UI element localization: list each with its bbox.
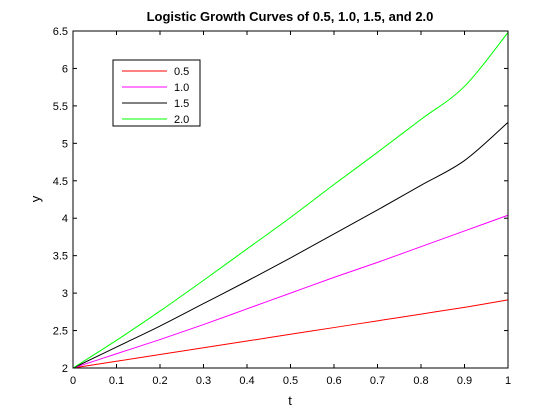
x-tick-label: 0.6	[326, 375, 341, 387]
chart-title: Logistic Growth Curves of 0.5, 1.0, 1.5,…	[147, 9, 434, 24]
legend-label: 2.0	[174, 114, 189, 126]
y-tick-label: 2.5	[53, 326, 68, 338]
x-tick-label: 0.1	[109, 375, 124, 387]
y-tick-label: 3	[62, 288, 68, 300]
y-tick-label: 6.5	[53, 26, 68, 38]
y-tick-label: 2	[62, 363, 68, 375]
legend-label: 0.5	[174, 66, 189, 78]
y-tick-label: 6	[62, 63, 68, 75]
x-axis-label: t	[288, 393, 292, 408]
series-line-1	[72, 214, 509, 369]
y-axis-label: y	[28, 195, 43, 202]
y-tick-label: 5.5	[53, 101, 68, 113]
x-tick-label: 0.7	[370, 375, 385, 387]
y-tick-label: 3.5	[53, 251, 68, 263]
x-tick-label: 0.3	[196, 375, 211, 387]
x-tick-label: 0.5	[283, 375, 298, 387]
series-line-2	[72, 121, 509, 369]
legend: 0.5 1.0 1.5 2.0	[112, 59, 201, 127]
y-axis: 2 2.5 3 3.5 4 4.5 5 5.5 6 6.5	[53, 26, 508, 375]
x-tick-label: 1	[505, 375, 511, 387]
x-tick-label: 0	[70, 375, 76, 387]
y-tick-label: 5	[62, 138, 68, 150]
series-line-3	[72, 32, 509, 369]
plot-lines	[72, 32, 509, 369]
x-tick-label: 0.9	[457, 375, 472, 387]
y-tick-label: 4	[62, 213, 68, 225]
series-line-0	[72, 299, 509, 369]
x-tick-label: 0.2	[152, 375, 167, 387]
y-tick-label: 4.5	[53, 176, 68, 188]
x-tick-label: 0.4	[239, 375, 254, 387]
x-tick-label: 0.8	[413, 375, 428, 387]
x-axis: 0 0.1 0.2 0.3 0.4 0.5 0.6 0.7 0.8 0.9 1	[70, 31, 511, 387]
legend-label: 1.5	[174, 98, 189, 110]
legend-label: 1.0	[174, 82, 189, 94]
